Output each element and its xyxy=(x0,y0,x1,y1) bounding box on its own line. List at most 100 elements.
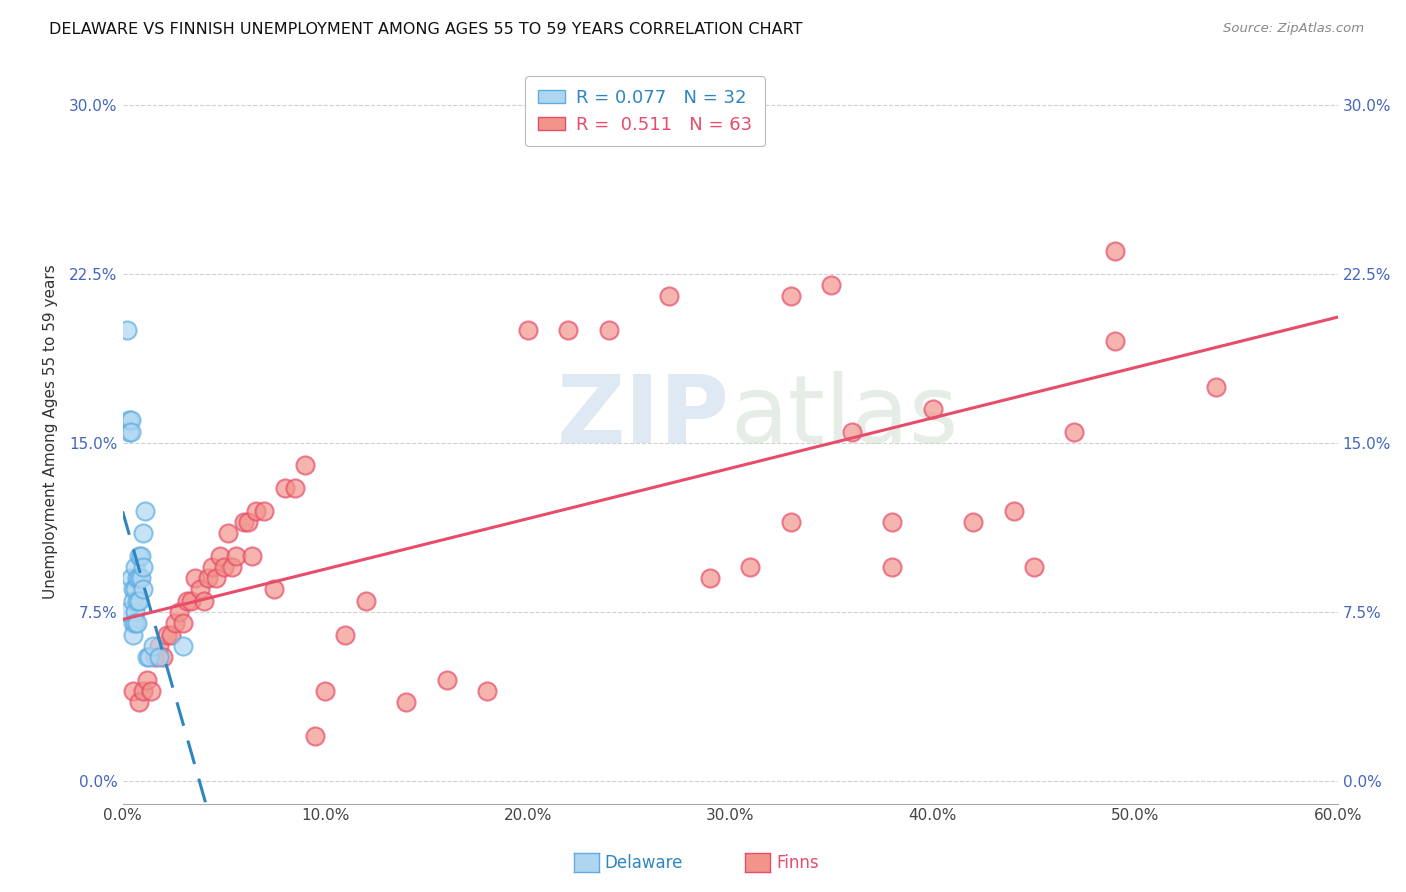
Point xyxy=(132,526,155,541)
Point xyxy=(152,650,174,665)
Point xyxy=(188,582,211,597)
Point xyxy=(284,481,307,495)
Point xyxy=(335,627,357,641)
Point xyxy=(129,571,152,585)
Point xyxy=(118,425,141,439)
Point xyxy=(273,481,295,495)
Point xyxy=(193,593,215,607)
Point xyxy=(516,323,538,337)
Point xyxy=(121,684,143,698)
Point xyxy=(212,560,235,574)
Point xyxy=(1205,379,1227,393)
Point xyxy=(125,593,148,607)
Point xyxy=(217,526,239,541)
Point xyxy=(118,413,141,427)
Text: Finns: Finns xyxy=(776,854,818,871)
Point xyxy=(1022,560,1045,574)
Point xyxy=(1002,503,1025,517)
Point xyxy=(233,515,256,529)
Point xyxy=(176,593,198,607)
Point xyxy=(125,616,148,631)
Point xyxy=(135,673,157,687)
Point xyxy=(121,593,143,607)
Point xyxy=(841,425,863,439)
Point xyxy=(121,582,143,597)
Point xyxy=(699,571,721,585)
Point xyxy=(204,571,226,585)
Point xyxy=(354,593,377,607)
Text: ZIP: ZIP xyxy=(557,371,730,463)
Point xyxy=(148,650,170,665)
Point xyxy=(121,627,143,641)
Point xyxy=(740,560,762,574)
Point xyxy=(132,684,155,698)
Point xyxy=(304,729,326,743)
Point xyxy=(172,639,194,653)
Point xyxy=(208,549,231,563)
Text: Source: ZipAtlas.com: Source: ZipAtlas.com xyxy=(1223,22,1364,36)
Point xyxy=(120,413,142,427)
Point xyxy=(1063,425,1085,439)
Point xyxy=(779,515,801,529)
Point xyxy=(128,695,150,709)
Point xyxy=(184,571,207,585)
Point xyxy=(128,571,150,585)
Point xyxy=(436,673,458,687)
Point xyxy=(921,402,943,417)
Point xyxy=(142,639,165,653)
Text: DELAWARE VS FINNISH UNEMPLOYMENT AMONG AGES 55 TO 59 YEARS CORRELATION CHART: DELAWARE VS FINNISH UNEMPLOYMENT AMONG A… xyxy=(49,22,803,37)
Point xyxy=(124,560,146,574)
Point xyxy=(245,503,267,517)
Point xyxy=(148,639,170,653)
Point xyxy=(253,503,276,517)
Point xyxy=(138,650,160,665)
Text: Delaware: Delaware xyxy=(605,854,683,871)
Point xyxy=(1104,334,1126,349)
Point xyxy=(143,650,166,665)
Point xyxy=(294,458,316,473)
Point xyxy=(882,515,904,529)
Point xyxy=(132,582,155,597)
Point xyxy=(221,560,243,574)
Point xyxy=(124,616,146,631)
Point xyxy=(395,695,418,709)
Point xyxy=(124,605,146,619)
Point xyxy=(115,323,138,337)
Point xyxy=(115,605,138,619)
Point xyxy=(197,571,219,585)
Point xyxy=(598,323,620,337)
Point xyxy=(156,627,179,641)
Point xyxy=(120,571,142,585)
Point xyxy=(139,684,162,698)
Text: atlas: atlas xyxy=(730,371,959,463)
Point xyxy=(128,549,150,563)
Point xyxy=(475,684,498,698)
Point xyxy=(240,549,263,563)
Point xyxy=(135,650,157,665)
Point xyxy=(314,684,336,698)
Point xyxy=(236,515,259,529)
Y-axis label: Unemployment Among Ages 55 to 59 years: Unemployment Among Ages 55 to 59 years xyxy=(44,264,58,599)
Point xyxy=(129,549,152,563)
Point xyxy=(1104,244,1126,259)
Point xyxy=(658,289,681,303)
Point xyxy=(134,503,156,517)
Point xyxy=(160,627,183,641)
Point xyxy=(820,278,842,293)
Point xyxy=(120,425,142,439)
Point xyxy=(132,560,155,574)
Point xyxy=(128,593,150,607)
Point xyxy=(201,560,224,574)
Point xyxy=(169,605,191,619)
Point xyxy=(165,616,187,631)
Point xyxy=(180,593,202,607)
Point xyxy=(779,289,801,303)
Point xyxy=(125,571,148,585)
Point xyxy=(678,109,700,123)
Point xyxy=(121,616,143,631)
Point xyxy=(172,616,194,631)
Legend: R = 0.077   N = 32, R =  0.511   N = 63: R = 0.077 N = 32, R = 0.511 N = 63 xyxy=(526,76,765,146)
Point xyxy=(882,560,904,574)
Point xyxy=(962,515,984,529)
Point xyxy=(225,549,247,563)
